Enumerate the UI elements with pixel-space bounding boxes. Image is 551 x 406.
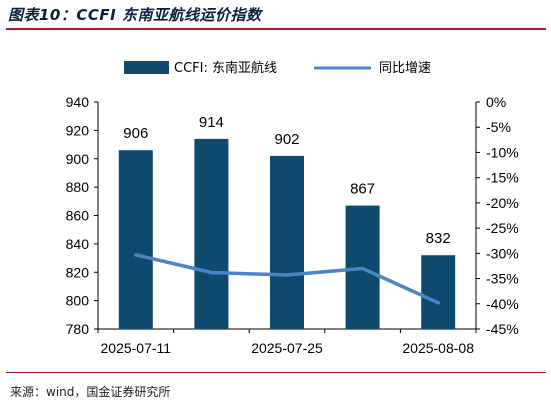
x-tick-label: 2025-08-08 bbox=[402, 340, 474, 356]
bar bbox=[421, 255, 456, 329]
y-right-tick-label: -5% bbox=[486, 119, 511, 135]
bar-data-label: 867 bbox=[350, 181, 375, 198]
y-right-tick-label: -30% bbox=[486, 245, 519, 261]
y-right-tick-label: -25% bbox=[486, 220, 519, 236]
yoy-point bbox=[285, 273, 289, 277]
yoy-line bbox=[134, 253, 440, 305]
y-right-tick-label: -10% bbox=[486, 144, 519, 160]
y-right-tick-label: -40% bbox=[486, 296, 519, 312]
y-left-tick-label: 940 bbox=[66, 94, 90, 110]
y-left-tick-label: 800 bbox=[66, 293, 90, 309]
yoy-point bbox=[209, 270, 213, 275]
y-left-tick-label: 880 bbox=[66, 179, 90, 195]
y-left-tick-label: 820 bbox=[66, 264, 90, 280]
bar-data-label: 902 bbox=[274, 131, 299, 148]
footer-rule bbox=[6, 372, 546, 373]
y-right-tick-label: 0% bbox=[486, 94, 506, 110]
y-left-tick-label: 900 bbox=[66, 151, 90, 167]
bar-data-label: 906 bbox=[123, 125, 148, 142]
y-left-tick-label: 920 bbox=[66, 122, 90, 138]
y-right-tick-label: -45% bbox=[486, 321, 519, 337]
yoy-point bbox=[436, 301, 440, 305]
bar bbox=[270, 155, 304, 329]
bars bbox=[118, 138, 456, 329]
bar bbox=[118, 150, 153, 329]
legend: CCFI: 东南亚航线 同比增速 bbox=[124, 60, 431, 76]
yoy-point bbox=[361, 266, 365, 271]
yoy-point bbox=[134, 253, 138, 257]
x-tick-label: 2025-07-25 bbox=[251, 340, 323, 356]
bar bbox=[194, 138, 229, 329]
y-left-tick-label: 860 bbox=[66, 208, 90, 224]
y-left-tick-label: 780 bbox=[66, 321, 90, 337]
legend-bar-label: CCFI: 东南亚航线 bbox=[174, 60, 277, 76]
bar-data-label: 832 bbox=[426, 230, 451, 247]
y-right-tick-label: -20% bbox=[486, 195, 519, 211]
y-right-tick-label: -35% bbox=[486, 271, 519, 287]
axes: 780 800 820 840 860 880 900 920 940 0% -5% -10% -15%… bbox=[66, 94, 519, 356]
source-note: 来源：wind，国金证券研究所 bbox=[10, 385, 171, 399]
y-right-tick-label: -15% bbox=[486, 170, 519, 186]
title-rule bbox=[6, 28, 546, 30]
x-tick-label: 2025-07-11 bbox=[101, 340, 172, 356]
chart-title: 图表10：CCFI 东南亚航线运价指数 bbox=[8, 6, 262, 24]
y-left-tick-label: 840 bbox=[66, 236, 90, 252]
legend-bar-swatch bbox=[124, 61, 169, 74]
legend-line-label: 同比增速 bbox=[379, 61, 431, 76]
bar-data-labels: 906 914 902 867 832 bbox=[123, 114, 450, 247]
bar-data-label: 914 bbox=[199, 114, 224, 131]
